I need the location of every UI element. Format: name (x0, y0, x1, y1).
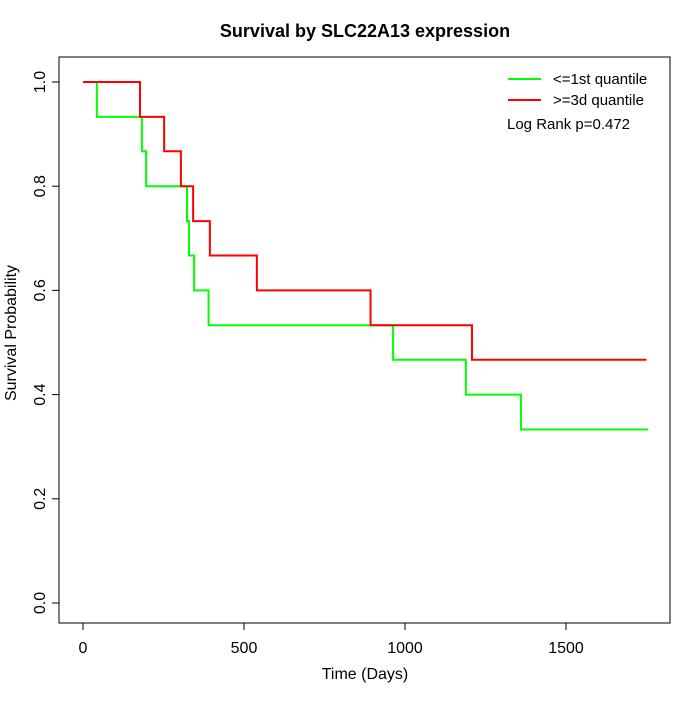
y-tick-label: 0.6 (32, 279, 49, 301)
y-tick-label: 1.0 (32, 71, 49, 93)
plot-area: 0 500 1000 1500 0.0 0.2 0.4 0.6 0.8 1.0 (32, 56, 671, 657)
legend: <=1st quantile >=3d quantile Log Rank p=… (507, 71, 647, 133)
x-tick-label: 1000 (387, 640, 423, 657)
y-tick-label: 0.8 (32, 175, 49, 197)
legend-label-first-quantile: <=1st quantile (553, 71, 647, 88)
legend-label-third-quantile: >=3d quantile (553, 92, 644, 109)
km-curve-third-quantile (83, 81, 647, 361)
y-tick-label: 0.4 (32, 383, 49, 405)
x-tick-label: 500 (231, 640, 258, 657)
y-tick-label: 0.2 (32, 488, 49, 510)
logrank-annotation: Log Rank p=0.472 (507, 116, 630, 133)
plot-box (58, 56, 671, 624)
x-tick-label: 0 (79, 640, 88, 657)
km-curve-first-quantile (83, 81, 649, 431)
x-tick-label: 1500 (548, 640, 584, 657)
chart-title: Survival by SLC22A13 expression (220, 21, 510, 41)
y-tick-label: 0.0 (32, 592, 49, 614)
x-axis-label: Time (Days) (322, 666, 409, 683)
y-axis-label: Survival Probability (3, 265, 20, 401)
